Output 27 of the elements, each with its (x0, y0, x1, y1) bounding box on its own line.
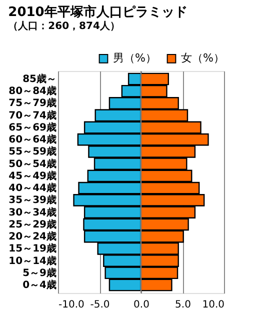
x-tick-label: 0.0 (134, 300, 150, 310)
chart-title: 2010年平塚市人口ピラミッド (8, 4, 188, 20)
y-tick-label: 30～34歳 (8, 206, 56, 218)
y-tick-label: 55～59歳 (8, 146, 56, 158)
y-tick-label: 80～84歳 (8, 85, 56, 98)
y-tick-label: 60～64歳 (8, 134, 56, 146)
x-tick-label: 5.0 (175, 300, 191, 310)
y-tick-label: 0～4歳 (22, 279, 56, 291)
x-tick-label: -5.0 (90, 300, 110, 310)
y-tick-label: 50～54歳 (8, 158, 56, 170)
y-tick-label: 10～14歳 (8, 254, 56, 267)
y-tick-label: 25～29歳 (8, 218, 56, 230)
y-tick-label: 65～69歳 (8, 121, 56, 134)
legend-label: 女（%） (181, 52, 224, 65)
chart-subtitle: （人口：260，874人） (8, 20, 120, 32)
y-tick-label: 15～19歳 (8, 242, 56, 255)
legend-label: 男（%） (113, 52, 156, 65)
y-tick-label: 70～74歳 (8, 109, 56, 122)
y-tick-label: 5～9歳 (22, 266, 56, 279)
x-tick-label: -10.0 (58, 300, 84, 310)
y-tick-label: 20～24歳 (8, 230, 56, 243)
y-tick-label: 75～79歳 (8, 97, 56, 110)
x-tick-label: 10.0 (202, 300, 224, 310)
y-tick-label: 40～44歳 (8, 182, 56, 194)
y-tick-label: 45～49歳 (8, 170, 56, 182)
y-tick-label: 85歳～ (22, 73, 56, 85)
y-tick-label: 35～39歳 (8, 194, 56, 206)
